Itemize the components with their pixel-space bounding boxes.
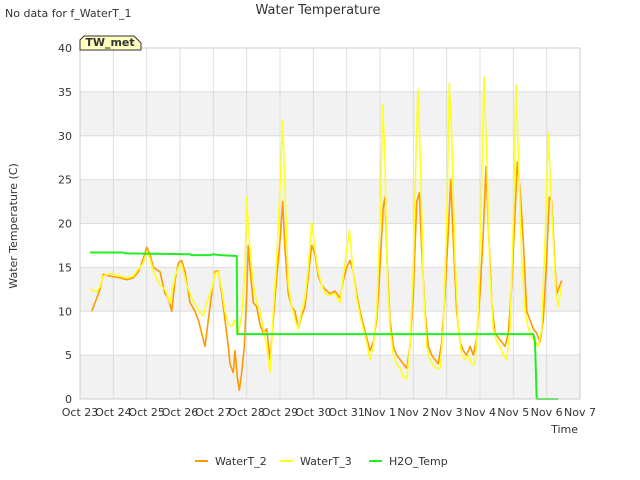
x-tick-label: Nov 2 [397, 406, 429, 419]
legend-label: WaterT_2 [215, 455, 267, 468]
series-line-watert-3 [89, 76, 563, 380]
x-tick-label: Oct 23 [62, 406, 99, 419]
x-tick-label: Oct 30 [295, 406, 332, 419]
y-axis-label: Water Temperature (C) [7, 163, 20, 288]
y-tick-label: 30 [58, 130, 72, 143]
legend-label: WaterT_3 [300, 455, 352, 468]
background-band [80, 355, 580, 399]
chart-title: Water Temperature [256, 3, 381, 18]
legend-label: H2O_Temp [389, 455, 448, 468]
y-tick-label: 25 [58, 174, 72, 187]
y-tick-label: 35 [58, 86, 72, 99]
x-tick-label: Oct 24 [95, 406, 132, 419]
x-tick-label: Oct 31 [328, 406, 365, 419]
x-tick-label: Nov 1 [364, 406, 396, 419]
x-tick-label: Oct 27 [195, 406, 232, 419]
series-line-h2o-temp [90, 251, 559, 400]
background-band [80, 179, 580, 224]
y-tick-label: 5 [65, 349, 72, 362]
x-tick-label: Nov 6 [531, 406, 563, 419]
background-band [80, 91, 580, 136]
site-badge: TW_met [79, 35, 142, 51]
x-tick-label: Nov 7 [564, 406, 596, 419]
x-axis-label: Time [550, 423, 578, 436]
badge-shape [79, 35, 142, 51]
y-tick-label: 0 [65, 393, 72, 406]
y-tick-label: 40 [58, 42, 72, 55]
x-tick-label: Oct 29 [262, 406, 299, 419]
x-tick-label: Nov 3 [431, 406, 463, 419]
plot-area [79, 47, 581, 400]
x-tick-label: Nov 5 [497, 406, 529, 419]
legend: WaterT_2 WaterT_3 H2O_Temp [195, 455, 448, 468]
background-bands [80, 91, 580, 399]
x-tick-label: Oct 26 [162, 406, 199, 419]
y-tick-labels: 0 5 10 15 20 25 30 35 40 [58, 42, 72, 406]
y-tick-label: 10 [58, 305, 72, 318]
no-data-note: No data for f_WaterT_1 [5, 7, 131, 20]
series-lines [89, 76, 563, 400]
y-tick-label: 15 [58, 261, 72, 274]
x-tick-label: Oct 25 [128, 406, 165, 419]
x-tick-label: Oct 28 [228, 406, 265, 419]
y-tick-label: 20 [58, 218, 72, 231]
x-tick-label: Nov 4 [464, 406, 496, 419]
plot-border [79, 47, 581, 400]
badge-label: TW_met [85, 36, 134, 49]
